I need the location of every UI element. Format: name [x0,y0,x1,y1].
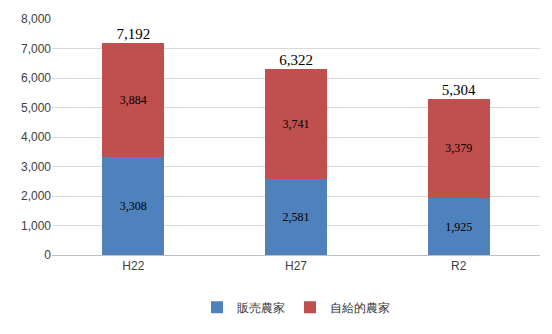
svg-text:3,379: 3,379 [445,141,472,155]
svg-text:販売農家: 販売農家 [237,301,285,315]
svg-text:2,581: 2,581 [283,210,310,224]
svg-text:3,308: 3,308 [120,199,147,213]
svg-text:7,192: 7,192 [116,26,150,42]
svg-text:3,000: 3,000 [21,160,51,174]
svg-text:1,925: 1,925 [445,220,472,234]
svg-text:6,000: 6,000 [21,71,51,85]
svg-text:8,000: 8,000 [21,12,51,26]
svg-text:0: 0 [44,248,51,262]
svg-text:7,000: 7,000 [21,42,51,56]
svg-text:自給的農家: 自給的農家 [330,301,390,315]
svg-text:1,000: 1,000 [21,219,51,233]
svg-text:H27: H27 [285,259,307,273]
svg-text:H22: H22 [122,259,144,273]
svg-text:6,322: 6,322 [279,52,313,68]
svg-text:3,741: 3,741 [283,117,310,131]
svg-text:4,000: 4,000 [21,130,51,144]
svg-text:3,884: 3,884 [120,93,147,107]
svg-text:R2: R2 [451,259,467,273]
svg-text:5,304: 5,304 [442,82,476,98]
svg-text:2,000: 2,000 [21,189,51,203]
svg-text:5,000: 5,000 [21,101,51,115]
